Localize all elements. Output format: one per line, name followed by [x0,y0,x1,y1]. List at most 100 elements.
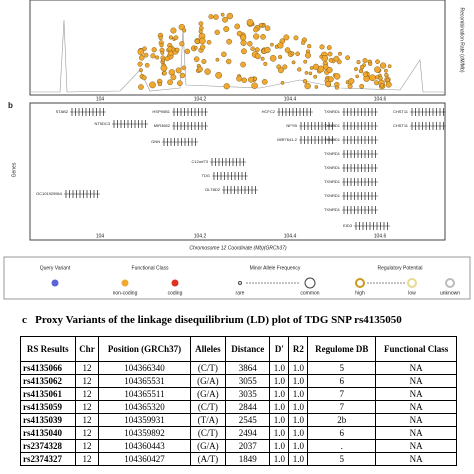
table-cell: rs4135061 [20,387,76,401]
table-cell: 1.0 [288,413,309,427]
table-row: rs4135039 12 104359931 (T/A) 2545 1.0 1.0 2b NA [20,413,457,427]
gene: TXNRD1 [324,178,378,186]
gene-label: TDG [202,173,210,178]
gene-label: GNN [151,139,160,144]
table-cell: rs2374328 [20,439,76,453]
variant-dot [248,76,254,83]
table-cell: 1.0 [269,387,290,401]
variant-dot [220,12,225,17]
table-cell: 1.0 [269,413,290,427]
variant-dot [197,66,203,73]
gene: TXNRD1 [324,206,378,214]
table-cell: rs4135040 [20,426,76,440]
variant-dot [295,51,300,57]
table-cell: 12 [74,361,100,375]
table-cell: 2b [307,413,377,427]
variant-dot [282,64,288,70]
variant-dot [278,54,283,60]
table-row: rs4135061 12 104365511 (G/A) 3035 1.0 1.0 7 NA [20,387,457,401]
gene: EID3 [343,222,390,230]
variant-dot [312,63,320,70]
x-tick-label: 104.4 [284,233,297,239]
variant-dot [337,51,342,56]
gene: C12orf73 [192,158,246,166]
table-cell: (C/T) [189,400,227,414]
variant-dot [374,66,381,73]
table-row: rs4135062 12 104365531 (G/A) 3055 1.0 1.0 6 NA [20,374,457,388]
gene-label: TXNRD1 [324,179,341,184]
table-cell: rs4135039 [20,413,76,427]
variant-dot [303,59,308,64]
variant-dot [263,61,268,66]
variant-dot [323,64,329,70]
variant-dot [253,76,258,81]
variant-dot [314,85,319,89]
gene: NFYB [286,122,335,130]
gene: TXNRD1 [324,136,378,144]
gene-label: C12orf73 [192,159,209,164]
variant-dot [290,51,295,56]
table-cell: rs4135062 [20,374,76,388]
gene-label: TXNRD1 [324,193,341,198]
gene: STAB2 [56,108,106,116]
variant-dot [208,14,214,20]
table-cell: (T/A) [189,413,227,427]
legend-title: Query Variant [40,265,71,271]
table-cell: 1.0 [288,439,309,453]
gene: GLT8D2 [205,186,258,194]
variant-dot [160,64,168,72]
header-cell: D' [269,336,290,362]
variant-dot [269,55,277,62]
legend-title: Regulatory Potential [377,265,422,271]
variant-dot [174,47,180,53]
legend-title: Functional Class [132,265,169,271]
header-cell: Distance [225,336,271,362]
section-text: Proxy Variants of the linkage disequilib… [35,314,402,326]
table-cell: rs2374327 [20,452,76,466]
variant-dot [155,55,160,60]
gene: GNN [151,138,198,146]
variant-dot [304,82,311,90]
header-cell: Alleles [189,336,227,362]
gene: MIR7641-2 [277,136,335,144]
x-tick-label: 104.6 [374,233,387,239]
table-cell: NA [375,452,457,466]
legend-swatch [121,279,129,287]
table-cell: 2844 [225,400,271,414]
header-cell: Regulome DB [307,336,377,362]
variant-dot [193,56,200,62]
table-cell: 12 [74,400,100,414]
table-cell: 1.0 [288,426,309,440]
variant-dot [143,52,149,58]
table-cell: 1.0 [269,400,290,414]
variant-dot [214,29,220,35]
table-cell: NA [375,361,457,375]
table-cell: 1.0 [269,426,290,440]
legend-swatch [51,279,59,287]
variant-dot [333,55,340,62]
x-label: Chromosome 12 Coordinate (Mb)(GRCh37) [189,245,287,251]
x-tick-label: 104.2 [194,96,207,102]
variant-dot [359,64,365,70]
table-cell: rs4135059 [20,400,76,414]
gene-label: MIR7641-2 [277,137,298,142]
table-cell: NA [375,439,457,453]
variant-dot [326,66,333,74]
variant-dot [149,81,156,89]
gene: HSP90B1 [152,108,208,116]
variant-dot [304,71,309,75]
table-cell: 12 [74,413,100,427]
gene-label: HCFC2 [262,109,276,114]
table-cell: (C/T) [189,361,227,375]
header-cell: Functional Class [375,336,457,362]
table-row: rs2374327 12 104360427 (A/T) 1849 1.0 1.0 5 NA [20,452,457,466]
variant-dot [215,71,223,79]
variant-dot [200,44,206,50]
section-title: c Proxy Variants of the linkage disequil… [22,314,402,326]
variant-dot [241,77,247,83]
variant-dot [236,30,243,37]
variant-dot [356,60,361,65]
variant-dot [375,59,380,64]
legend-frame [3,256,471,300]
